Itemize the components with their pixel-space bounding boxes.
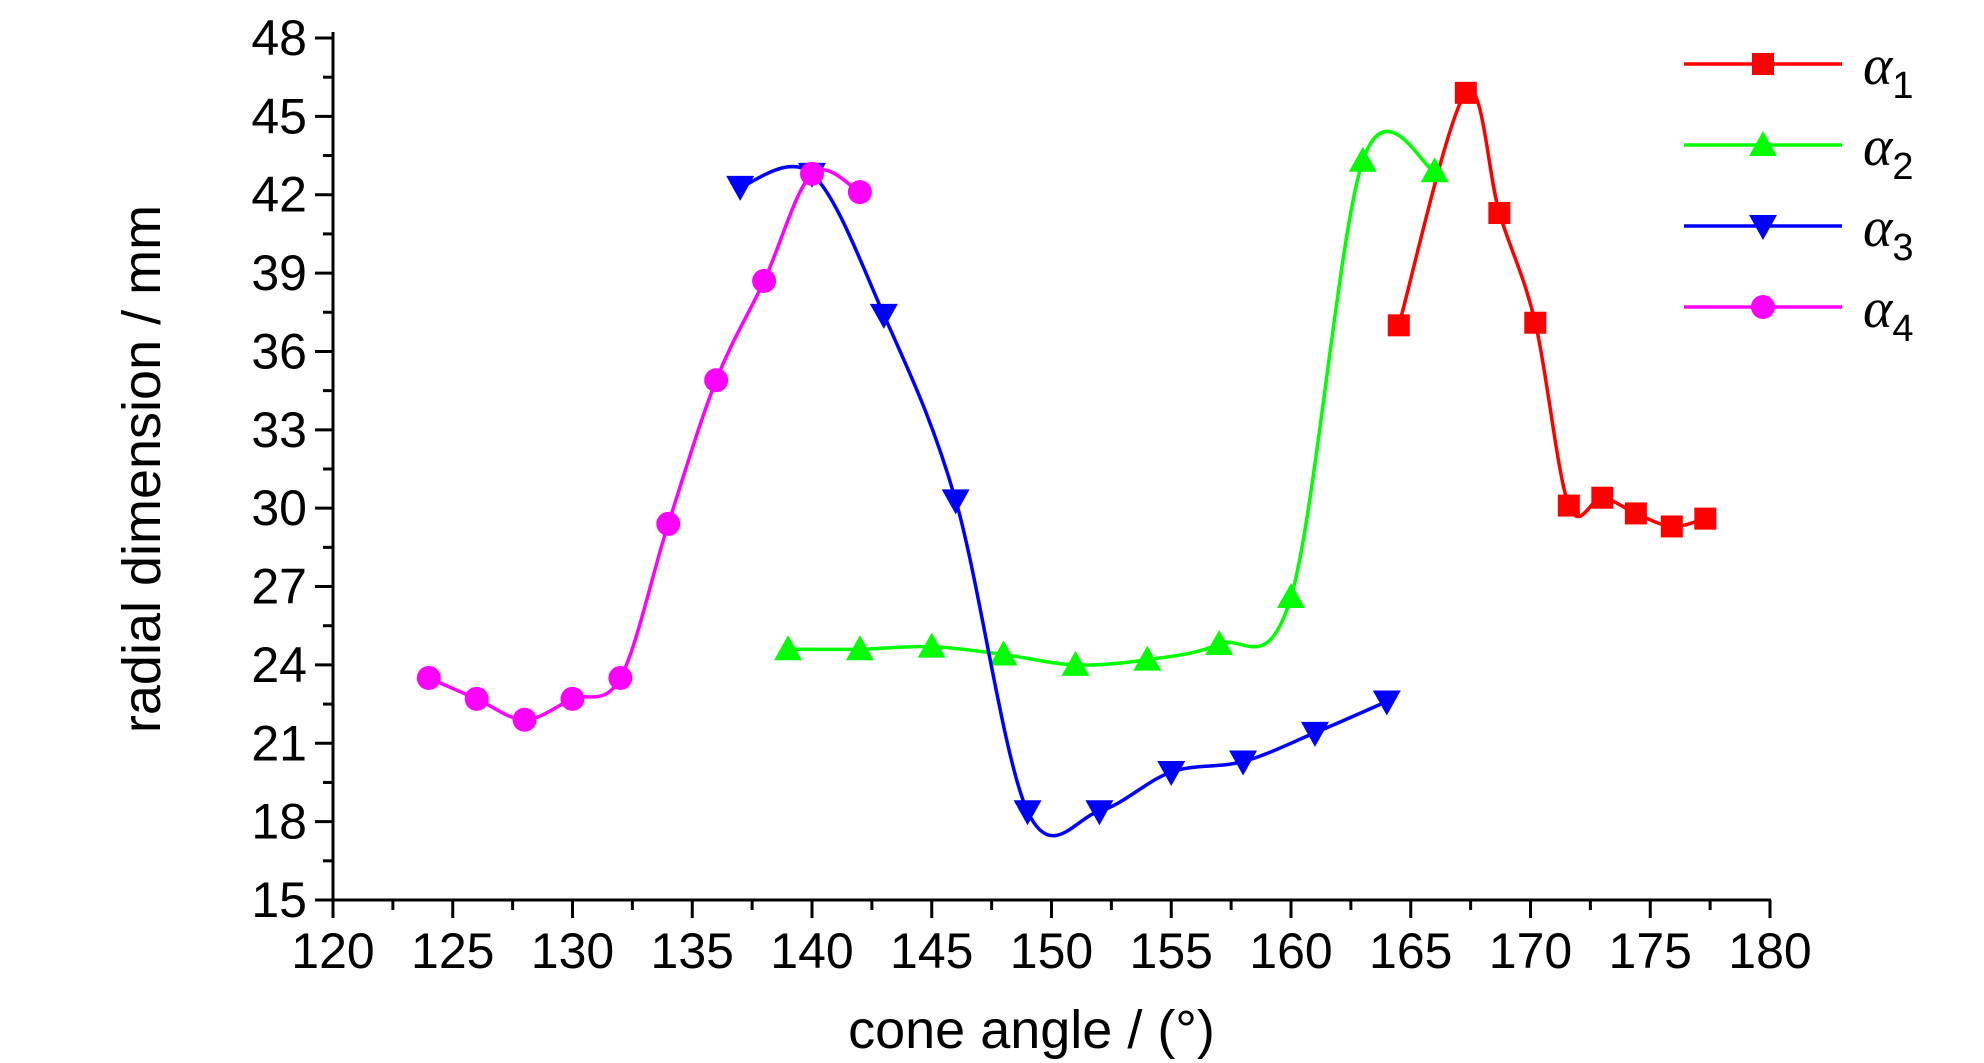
x-tick-label: 165 bbox=[1369, 923, 1452, 979]
x-tick-label: 125 bbox=[411, 923, 494, 979]
data-point bbox=[560, 686, 585, 711]
data-point bbox=[752, 268, 777, 293]
legend-marker bbox=[1752, 53, 1774, 75]
x-tick-label: 130 bbox=[531, 923, 614, 979]
x-tick-label: 145 bbox=[890, 923, 973, 979]
data-point bbox=[1348, 146, 1377, 172]
series-line bbox=[428, 168, 861, 722]
legend-marker bbox=[1749, 215, 1777, 240]
data-point bbox=[845, 635, 874, 661]
data-point bbox=[464, 686, 489, 711]
legend-marker bbox=[1749, 131, 1777, 156]
data-point bbox=[512, 707, 537, 732]
legend-item: α2 bbox=[1684, 116, 1914, 188]
x-tick-label: 170 bbox=[1489, 923, 1572, 979]
series-line bbox=[787, 129, 1436, 667]
data-point bbox=[608, 665, 633, 690]
data-point bbox=[917, 632, 946, 658]
data-point bbox=[704, 368, 729, 393]
data-point bbox=[1205, 630, 1234, 656]
y-tick-label: 30 bbox=[251, 480, 307, 536]
data-point bbox=[656, 511, 681, 536]
data-point bbox=[1277, 582, 1305, 608]
series-4 bbox=[416, 161, 872, 732]
legend-label: α3 bbox=[1863, 197, 1914, 269]
y-tick-label: 15 bbox=[251, 872, 307, 928]
series-2 bbox=[774, 129, 1449, 676]
data-point bbox=[941, 489, 970, 515]
x-tick-label: 150 bbox=[1010, 923, 1093, 979]
x-tick-label: 120 bbox=[291, 923, 374, 979]
x-tick-label: 155 bbox=[1130, 923, 1213, 979]
legend-label: α1 bbox=[1863, 35, 1914, 107]
data-point bbox=[1524, 311, 1547, 334]
x-tick-label: 180 bbox=[1728, 923, 1811, 979]
legend-item: α4 bbox=[1684, 278, 1914, 350]
legend-label: α4 bbox=[1863, 278, 1914, 350]
data-point bbox=[1157, 761, 1186, 787]
y-tick-label: 39 bbox=[251, 245, 307, 301]
y-tick-label: 36 bbox=[251, 323, 307, 379]
data-point bbox=[1085, 800, 1114, 826]
x-tick-label: 140 bbox=[770, 923, 853, 979]
data-point bbox=[1694, 507, 1717, 530]
series-line bbox=[1397, 88, 1706, 529]
legend-item: α3 bbox=[1684, 197, 1914, 269]
data-point bbox=[1420, 157, 1449, 183]
axes: 120 125 130 135 140 145 150 155 160 165 170 175 180 1… bbox=[251, 10, 1811, 979]
x-tick-label: 175 bbox=[1609, 923, 1692, 979]
x-tick-label: 160 bbox=[1249, 923, 1332, 979]
x-axis-title: cone angle / (°) bbox=[848, 1000, 1215, 1060]
data-point bbox=[1300, 721, 1329, 747]
data-point bbox=[1454, 81, 1477, 104]
series-line bbox=[739, 165, 1388, 838]
y-tick-label: 21 bbox=[251, 715, 307, 771]
data-point bbox=[1387, 314, 1410, 337]
data-point bbox=[1061, 650, 1090, 676]
legend: α1 α2 α3 α4 bbox=[1684, 35, 1914, 350]
legend-item: α1 bbox=[1684, 35, 1914, 107]
data-point bbox=[1133, 645, 1162, 671]
data-point bbox=[989, 640, 1018, 666]
data-point bbox=[1557, 494, 1580, 517]
x-tick-label: 135 bbox=[651, 923, 734, 979]
data-point bbox=[800, 161, 824, 186]
legend-label: α2 bbox=[1863, 116, 1914, 188]
data-point bbox=[847, 180, 872, 205]
data-point bbox=[869, 303, 898, 329]
y-tick-label: 45 bbox=[251, 88, 307, 144]
data-point bbox=[726, 175, 755, 201]
y-tick-label: 48 bbox=[251, 10, 307, 66]
y-tick-label: 24 bbox=[251, 637, 307, 693]
y-tick-label: 27 bbox=[251, 559, 307, 615]
y-tick-label: 33 bbox=[251, 402, 307, 458]
y-tick-label: 18 bbox=[251, 794, 307, 850]
data-point bbox=[416, 665, 441, 690]
data-point bbox=[1229, 750, 1258, 776]
series-1 bbox=[1387, 81, 1717, 538]
series-3 bbox=[726, 162, 1401, 838]
y-tick-label: 42 bbox=[251, 167, 307, 223]
data-point bbox=[1660, 515, 1683, 538]
data-point bbox=[1013, 800, 1042, 826]
data-point bbox=[1372, 690, 1401, 716]
data-point bbox=[1488, 202, 1511, 225]
data-point bbox=[774, 635, 803, 661]
y-axis-title: radial dimension / mm bbox=[112, 205, 172, 733]
data-point bbox=[1591, 486, 1614, 509]
legend-marker bbox=[1751, 295, 1775, 319]
data-point bbox=[1624, 502, 1647, 525]
